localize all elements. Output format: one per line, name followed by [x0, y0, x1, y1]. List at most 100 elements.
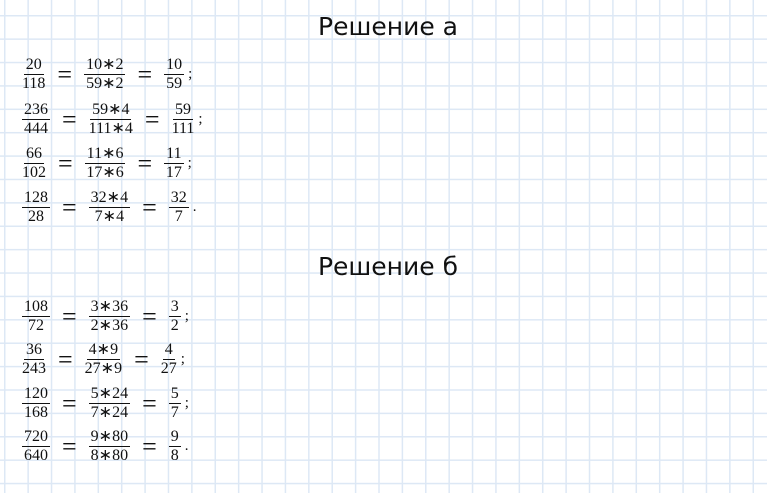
denominator: 444 — [24, 120, 48, 137]
denominator: 72 — [28, 317, 44, 334]
numerator: 32∗4 — [88, 189, 131, 208]
denominator: 243 — [22, 360, 46, 377]
denominator: 7∗4 — [94, 208, 125, 225]
numerator: 59∗4 — [90, 101, 132, 120]
denominator: 27 — [160, 360, 177, 377]
equation-row: 120 168 = 5∗24 7∗24 = 5 7; — [20, 385, 189, 422]
numerator: 5∗24 — [88, 385, 131, 404]
denominator: 2∗36 — [90, 317, 129, 334]
factored-fraction: 9∗80 8∗80 — [87, 428, 132, 465]
numerator: 5 — [168, 385, 181, 404]
denominator: 17 — [165, 164, 182, 181]
numerator: 4∗9 — [86, 341, 121, 360]
denominator: 168 — [24, 404, 48, 421]
section-title-a: Решение а — [318, 12, 458, 41]
original-fraction: 108 72 — [20, 298, 52, 335]
equation-row: 66 102 = 11∗6 17∗6 = 11 17; — [20, 145, 192, 182]
punctuation: ; — [198, 111, 203, 127]
punctuation: ; — [180, 351, 185, 367]
equals-sign: = — [57, 59, 73, 89]
original-fraction: 20 118 — [20, 56, 47, 93]
equation-row: 128 28 = 32∗4 7∗4 = 32 7. — [20, 189, 197, 226]
reduced-fraction: 11 17 — [162, 145, 185, 182]
reduced-fraction: 59 111 — [170, 101, 197, 138]
equals-sign: = — [62, 431, 77, 461]
factored-fraction: 32∗4 7∗4 — [87, 189, 132, 226]
reduced-fraction: 10 59 — [162, 56, 186, 93]
numerator: 66 — [24, 145, 44, 164]
denominator: 7∗24 — [90, 404, 129, 421]
denominator: 7 — [170, 404, 179, 421]
denominator: 17∗6 — [86, 164, 124, 181]
numerator: 720 — [22, 428, 50, 447]
numerator: 36 — [24, 341, 44, 360]
equation-row: 108 72 = 3∗36 2∗36 = 3 2; — [20, 298, 189, 335]
equals-sign: = — [142, 192, 157, 222]
numerator: 10∗2 — [84, 56, 126, 75]
numerator: 20 — [23, 56, 44, 75]
numerator: 120 — [22, 385, 50, 404]
punctuation: ; — [184, 308, 189, 324]
denominator: 118 — [22, 75, 46, 92]
original-fraction: 66 102 — [20, 145, 48, 182]
punctuation: . — [192, 199, 197, 215]
factored-fraction: 5∗24 7∗24 — [87, 385, 132, 422]
denominator: 8∗80 — [90, 447, 129, 464]
section-title-b: Решение б — [317, 252, 459, 281]
equals-sign: = — [62, 301, 77, 331]
denominator: 102 — [22, 164, 46, 181]
original-fraction: 36 243 — [20, 341, 48, 378]
equals-sign: = — [134, 344, 149, 374]
factored-fraction: 4∗9 27∗9 — [83, 341, 124, 378]
denominator: 2 — [170, 317, 179, 334]
factored-fraction: 11∗6 17∗6 — [83, 145, 128, 182]
numerator: 128 — [22, 189, 50, 208]
equals-sign: = — [58, 344, 73, 374]
numerator: 59 — [172, 101, 193, 120]
factored-fraction: 10∗2 59∗2 — [82, 56, 127, 93]
equals-sign: = — [142, 301, 157, 331]
numerator: 32 — [168, 189, 189, 208]
equation-row: 720 640 = 9∗80 8∗80 = 9 8. — [20, 428, 189, 465]
numerator: 236 — [22, 101, 50, 120]
equation-row: 236 444 = 59∗4 111∗4 = 59 111; — [20, 101, 203, 138]
numerator: 4 — [162, 341, 175, 360]
punctuation: ; — [187, 155, 192, 171]
equals-sign: = — [144, 104, 160, 134]
numerator: 10 — [164, 56, 185, 75]
equals-sign: = — [58, 148, 73, 178]
original-fraction: 236 444 — [20, 101, 52, 138]
denominator: 28 — [28, 208, 44, 225]
reduced-fraction: 32 7 — [167, 189, 191, 226]
equals-sign: = — [62, 104, 77, 134]
numerator: 11 — [164, 145, 184, 164]
numerator: 9∗80 — [88, 428, 131, 447]
denominator: 59 — [166, 75, 183, 92]
denominator: 27∗9 — [84, 360, 123, 377]
denominator: 640 — [24, 447, 48, 464]
denominator: 111∗4 — [88, 120, 133, 137]
equals-sign: = — [62, 388, 77, 418]
numerator: 9 — [168, 428, 181, 447]
original-fraction: 120 168 — [20, 385, 52, 422]
punctuation: ; — [184, 395, 189, 411]
equals-sign: = — [62, 192, 77, 222]
factored-fraction: 3∗36 2∗36 — [87, 298, 132, 335]
equation-row: 20 118 = 10∗2 59∗2 = 10 59; — [20, 56, 192, 93]
original-fraction: 720 640 — [20, 428, 52, 465]
punctuation: . — [184, 438, 189, 454]
numerator: 11∗6 — [84, 145, 126, 164]
factored-fraction: 59∗4 111∗4 — [87, 101, 135, 138]
equation-row: 36 243 = 4∗9 27∗9 = 4 27; — [20, 341, 185, 378]
equals-sign: = — [142, 431, 157, 461]
numerator: 3 — [168, 298, 181, 317]
numerator: 108 — [22, 298, 50, 317]
punctuation: ; — [188, 66, 193, 82]
original-fraction: 128 28 — [20, 189, 52, 226]
denominator: 59∗2 — [86, 75, 124, 92]
numerator: 3∗36 — [88, 298, 131, 317]
equals-sign: = — [137, 59, 153, 89]
